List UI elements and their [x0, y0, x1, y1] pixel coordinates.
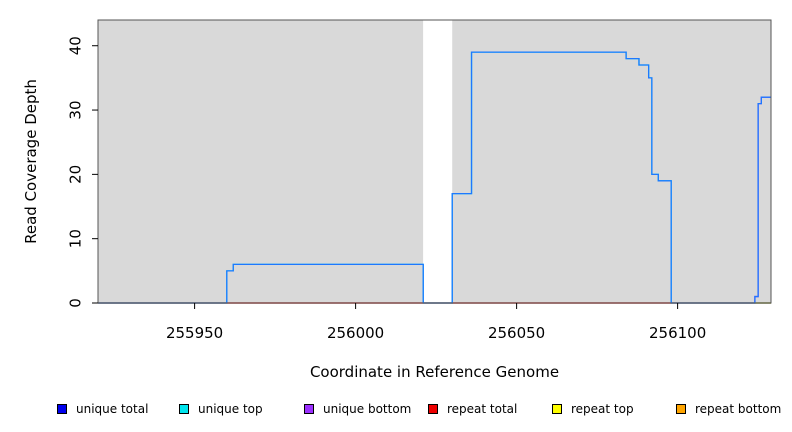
legend-label: repeat bottom: [695, 402, 782, 416]
series-unique-total: [98, 51, 771, 304]
legend-swatch: [552, 404, 562, 414]
background-region-3: [452, 20, 771, 303]
x-tick-label: 256000: [327, 324, 384, 342]
x-tick-label: 256050: [488, 324, 545, 342]
legend-item-repeat-total: repeat total: [428, 400, 517, 418]
legend-swatch: [57, 404, 67, 414]
x-axis: 255950 256000 256050 256100: [166, 303, 706, 342]
background-region-2: [423, 20, 453, 303]
y-axis-label: Read Coverage Depth: [22, 79, 40, 244]
y-tick-label: 40: [67, 36, 85, 55]
plot-frame: [97, 19, 772, 304]
y-tick-label: 20: [67, 165, 85, 184]
x-axis-label: Coordinate in Reference Genome: [310, 363, 559, 381]
legend-swatch: [428, 404, 438, 414]
legend-label: repeat total: [447, 402, 518, 416]
x-tick-label: 256100: [649, 324, 706, 342]
legend-item-unique-bottom: unique bottom: [304, 400, 411, 418]
y-tick-label: 0: [67, 298, 85, 308]
legend-label: unique top: [198, 402, 263, 416]
legend: unique total unique top unique bottom repea…: [0, 400, 792, 418]
legend-swatch: [676, 404, 686, 414]
legend-label: unique total: [76, 402, 149, 416]
legend-swatch: [304, 404, 314, 414]
coverage-chart: 255950 256000 256050 256100 0 10 20 30 40 Coord…: [22, 19, 772, 381]
legend-item-unique-top: unique top: [179, 400, 263, 418]
legend-label: repeat top: [571, 402, 634, 416]
legend-label: unique bottom: [323, 402, 412, 416]
y-axis: 0 10 20 30 40: [67, 36, 98, 308]
y-tick-label: 10: [67, 229, 85, 248]
x-tick-label: 255950: [166, 324, 223, 342]
legend-swatch: [179, 404, 189, 414]
background-region-1: [98, 20, 424, 303]
legend-item-unique-total: unique total: [57, 400, 148, 418]
legend-item-repeat-bottom: repeat bottom: [676, 400, 781, 418]
legend-item-repeat-top: repeat top: [552, 400, 634, 418]
background-regions: [98, 20, 771, 303]
y-tick-label: 30: [67, 100, 85, 119]
